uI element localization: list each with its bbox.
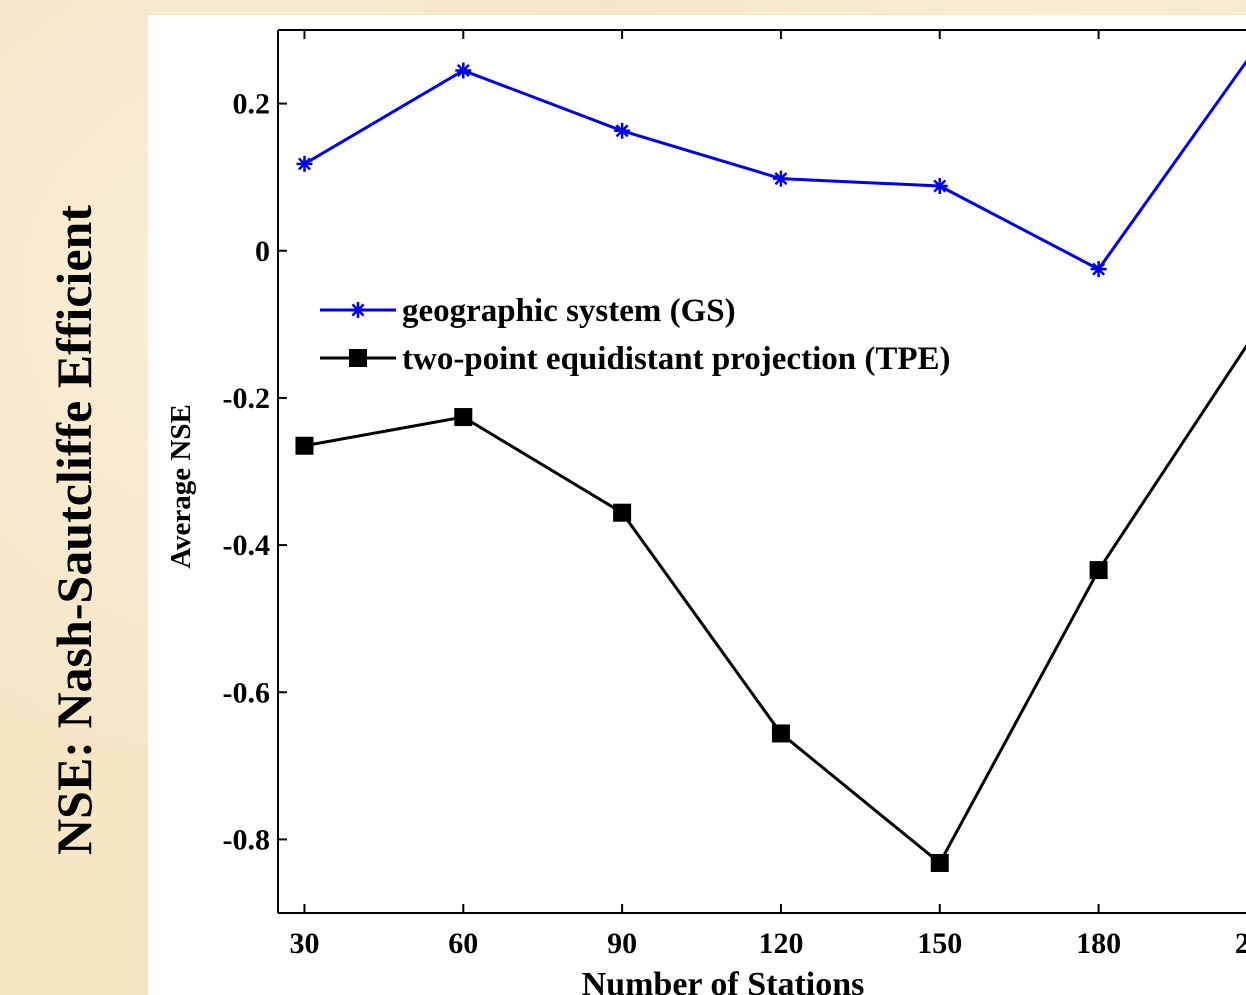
y-tick-label: -0.4 — [223, 529, 271, 562]
line-chart: 30 60 90 120 150 180 210 0.2 0 -0.2 -0.4 -0.6 -0.8 Nu… — [165, 29, 1246, 995]
x-axis-title: Number of Stations — [582, 966, 865, 995]
y-tick-label: 0 — [255, 235, 270, 268]
legend-label: two-point equidistant projection (TPE) — [402, 341, 951, 377]
y-tick-label: -0.8 — [223, 823, 271, 856]
series-line-1 — [304, 344, 1246, 866]
legend-marker-tpe — [349, 349, 367, 367]
x-tick-label: 180 — [1076, 927, 1121, 960]
x-tick-label: 150 — [917, 927, 962, 960]
data-point-gs — [614, 122, 631, 139]
data-point-gs — [296, 155, 313, 172]
y-axis-title: Average NSE — [165, 404, 197, 569]
data-point-tpe — [771, 724, 790, 743]
data-point-tpe — [295, 436, 314, 455]
data-point-gs — [1090, 261, 1107, 278]
data-point-tpe — [930, 853, 949, 872]
data-point-tpe — [613, 503, 632, 522]
x-tick-label: 30 — [289, 927, 319, 960]
side-title-panel: NSE: Nash-Sautcliffe Efficient — [0, 0, 148, 995]
chart-panel: 30 60 90 120 150 180 210 0.2 0 -0.2 -0.4 -0.6 -0.8 Nu… — [148, 15, 1246, 995]
data-point-gs — [772, 170, 789, 187]
data-point-gs — [455, 62, 472, 79]
y-tick-label: -0.6 — [223, 676, 271, 709]
legend-label: geographic system (GS) — [402, 293, 736, 329]
side-title: NSE: Nash-Sautcliffe Efficient — [46, 205, 102, 855]
y-tick-label: -0.2 — [223, 382, 271, 415]
series-line-0 — [303, 59, 1246, 272]
data-point-gs — [931, 177, 948, 194]
legend-marker-gs — [350, 302, 366, 318]
x-tick-label: 210 — [1235, 927, 1246, 960]
y-tick-label: 0.2 — [233, 88, 271, 121]
x-tick-label: 90 — [607, 927, 637, 960]
data-point-tpe — [1089, 561, 1108, 580]
x-tick-label: 120 — [758, 927, 803, 960]
x-tick-label: 60 — [448, 927, 478, 960]
data-point-tpe — [454, 408, 473, 427]
